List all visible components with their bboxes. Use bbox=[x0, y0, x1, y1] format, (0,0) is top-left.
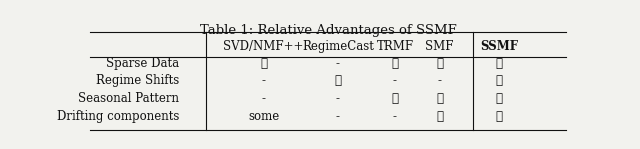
Text: ✓: ✓ bbox=[495, 110, 502, 123]
Text: SSMF: SSMF bbox=[480, 40, 518, 53]
Text: TRMF: TRMF bbox=[376, 40, 413, 53]
Text: -: - bbox=[438, 74, 442, 87]
Text: -: - bbox=[393, 74, 397, 87]
Text: Drifting components: Drifting components bbox=[57, 110, 179, 123]
Text: -: - bbox=[336, 57, 340, 70]
Text: some: some bbox=[248, 110, 279, 123]
Text: SVD/NMF++: SVD/NMF++ bbox=[223, 40, 304, 53]
Text: ✓: ✓ bbox=[495, 92, 502, 105]
Text: RegimeCast: RegimeCast bbox=[302, 40, 374, 53]
Text: Sparse Data: Sparse Data bbox=[106, 57, 179, 70]
Text: -: - bbox=[262, 74, 266, 87]
Text: -: - bbox=[393, 110, 397, 123]
Text: ✓: ✓ bbox=[495, 57, 502, 70]
Text: SMF: SMF bbox=[426, 40, 454, 53]
Text: Regime Shifts: Regime Shifts bbox=[96, 74, 179, 87]
Text: ✓: ✓ bbox=[436, 57, 443, 70]
Text: ✓: ✓ bbox=[392, 57, 399, 70]
Text: Table 1: Relative Advantages of SSMF: Table 1: Relative Advantages of SSMF bbox=[200, 24, 456, 37]
Text: ✓: ✓ bbox=[392, 92, 399, 105]
Text: ✓: ✓ bbox=[260, 57, 267, 70]
Text: Seasonal Pattern: Seasonal Pattern bbox=[78, 92, 179, 105]
Text: ✓: ✓ bbox=[436, 92, 443, 105]
Text: -: - bbox=[336, 92, 340, 105]
Text: -: - bbox=[262, 92, 266, 105]
Text: -: - bbox=[336, 110, 340, 123]
Text: ✓: ✓ bbox=[335, 74, 341, 87]
Text: ✓: ✓ bbox=[436, 110, 443, 123]
Text: ✓: ✓ bbox=[495, 74, 502, 87]
